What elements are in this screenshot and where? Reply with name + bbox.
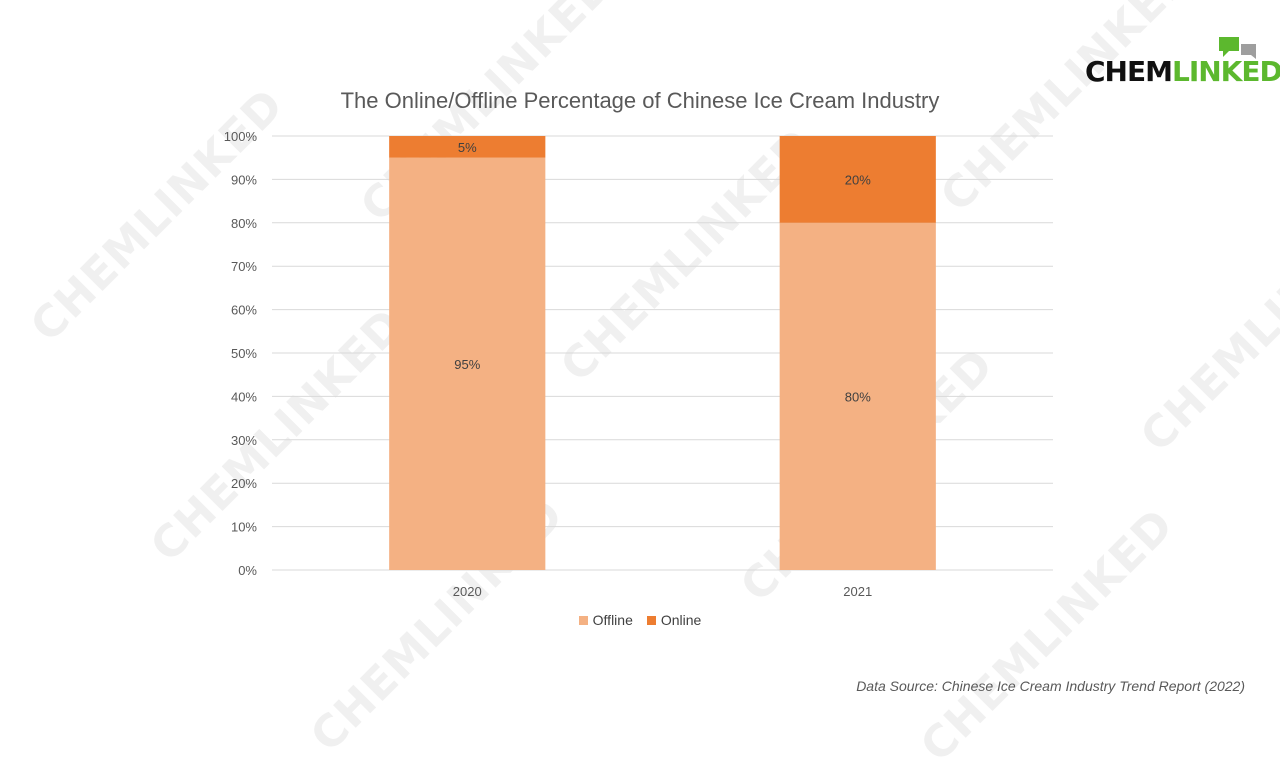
legend-label-online: Online [660, 612, 702, 628]
y-tick-label: 10% [231, 520, 257, 535]
y-tick-label: 40% [231, 389, 257, 404]
y-tick-label: 80% [231, 216, 257, 231]
data-labels: 95% 5% 80% 20% [454, 140, 871, 405]
y-axis-ticks: 0% 10% 20% 30% 40% 50% 60% 70% 80% 90% 100% [224, 129, 258, 578]
y-tick-label: 100% [224, 129, 258, 144]
data-label: 5% [458, 140, 477, 155]
y-tick-label: 0% [238, 563, 257, 578]
y-tick-label: 60% [231, 303, 257, 318]
speech-bubbles-icon [1219, 37, 1256, 59]
x-tick-label: 2020 [453, 584, 482, 599]
y-tick-label: 20% [231, 476, 257, 491]
bar-online-2021 [779, 136, 936, 223]
bar-offline-2020 [389, 157, 546, 570]
stacked-bar-chart: 0%10%20%30%40%50%60%70%80%90%100% 2020 20… [224, 129, 1053, 599]
legend-item-offline: Offline [578, 612, 633, 628]
x-tick-label: 2021 [843, 584, 872, 599]
bars [389, 136, 936, 571]
data-label: 95% [454, 357, 480, 372]
y-tick-label: 30% [231, 433, 257, 448]
bar-offline-2021 [779, 222, 936, 571]
legend-swatch-offline [578, 615, 588, 625]
logo-wordmark: CHEMLINKED [1085, 58, 1280, 86]
data-source-note: Data Source: Chinese Ice Cream Industry … [856, 678, 1245, 694]
y-tick-label: 90% [231, 172, 257, 187]
legend-swatch-online [646, 615, 656, 625]
chart-title: The Online/Offline Percentage of Chinese… [340, 88, 940, 113]
x-axis-ticks: 2020 2021 [453, 584, 872, 599]
data-label: 20% [845, 172, 871, 187]
legend-label-offline: Offline [592, 612, 633, 628]
y-tick-label: 70% [231, 259, 257, 274]
logo-text-linked: LINKED [1171, 55, 1280, 88]
legend-item-online: Online [646, 612, 702, 628]
y-tick-label: 50% [231, 346, 257, 361]
logo-text-chem: CHEM [1085, 55, 1173, 88]
data-label: 80% [845, 389, 871, 404]
chemlinked-logo: CHEMLINKED [1085, 36, 1280, 96]
chart-legend: Offline Online [0, 612, 1280, 628]
bar-online-2020 [389, 136, 546, 158]
